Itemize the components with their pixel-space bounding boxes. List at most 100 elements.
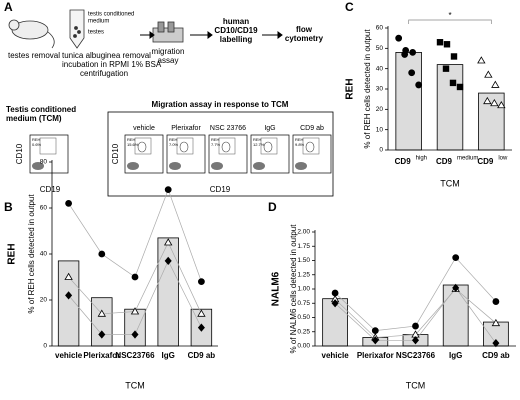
gate-label: REH bbox=[295, 137, 304, 142]
tube-label: testes bbox=[88, 30, 104, 36]
tube-icon bbox=[69, 9, 85, 49]
panel-label: B bbox=[4, 200, 13, 214]
x-axis-label: TCM bbox=[125, 380, 145, 390]
axis-label: CD10 bbox=[111, 143, 120, 164]
point bbox=[65, 291, 73, 300]
point bbox=[415, 81, 423, 89]
step-label: migration bbox=[152, 47, 185, 56]
y-tick-label: 1.50 bbox=[297, 257, 310, 264]
point bbox=[491, 318, 501, 327]
x-tick-label: NSC23766 bbox=[396, 351, 436, 360]
point bbox=[443, 41, 451, 48]
gate-value: 7.7% bbox=[211, 142, 221, 147]
plot-title: IgG bbox=[264, 125, 275, 132]
x-tick-label: Plerixafor bbox=[357, 351, 394, 360]
population bbox=[253, 162, 265, 170]
y-tick-label: 1.25 bbox=[297, 271, 310, 278]
donor-line bbox=[68, 188, 202, 282]
x-tick-superscript: medium bbox=[457, 156, 478, 162]
x-tick-label: IgG bbox=[162, 351, 175, 360]
point bbox=[412, 322, 419, 330]
gate-value: 0.6% bbox=[32, 142, 42, 147]
x-tick-label: vehicle bbox=[322, 351, 350, 360]
gate bbox=[134, 137, 152, 155]
gate-label: REH bbox=[32, 137, 41, 142]
mouse-icon bbox=[8, 19, 55, 49]
y-tick-label: 1.75 bbox=[297, 243, 310, 250]
step-label: labelling bbox=[220, 35, 253, 44]
x-axis-label: TCM bbox=[440, 178, 460, 188]
point bbox=[371, 327, 379, 335]
x-tick-label: Plerixafor bbox=[83, 351, 120, 360]
panel-label: A bbox=[4, 0, 13, 14]
gate-label: REH bbox=[169, 137, 178, 142]
point bbox=[442, 65, 450, 72]
point bbox=[449, 79, 457, 87]
x-tick-label: CD9 bbox=[436, 157, 453, 166]
point bbox=[197, 323, 205, 332]
gate bbox=[260, 137, 278, 155]
x-tick-label: IgG bbox=[449, 351, 462, 360]
x-tick-label: CD9 ab bbox=[188, 351, 216, 360]
plot-title: Plerixafor bbox=[171, 125, 201, 132]
gate-label: REH bbox=[253, 137, 262, 142]
x-tick-label: vehicle bbox=[55, 351, 83, 360]
y-tick-label: 0.00 bbox=[297, 343, 310, 350]
step-label: centrifugation bbox=[80, 69, 128, 78]
well-icon bbox=[152, 21, 184, 43]
arrow bbox=[140, 31, 283, 39]
step-label: cytometry bbox=[285, 34, 324, 43]
point bbox=[98, 330, 106, 339]
point bbox=[131, 330, 139, 339]
point bbox=[492, 298, 500, 305]
population bbox=[221, 141, 231, 153]
point bbox=[395, 34, 403, 42]
plot-title: vehicle bbox=[133, 125, 155, 132]
point bbox=[197, 309, 206, 317]
gate bbox=[176, 137, 194, 155]
point bbox=[371, 336, 379, 345]
bar bbox=[124, 308, 146, 347]
x-tick-label: CD9 bbox=[477, 157, 494, 166]
point bbox=[331, 299, 339, 308]
point bbox=[492, 339, 500, 348]
step-label: flow bbox=[296, 25, 313, 34]
point bbox=[65, 199, 72, 207]
plot-title: CD9 ab bbox=[300, 125, 324, 132]
population bbox=[295, 162, 307, 170]
significance-label: * bbox=[448, 11, 451, 20]
y-tick-label: 40 bbox=[40, 251, 48, 258]
y-tick-label: 30 bbox=[376, 86, 384, 93]
y-tick-label: 20 bbox=[376, 106, 384, 113]
y-tick-label: 0 bbox=[379, 147, 383, 154]
population bbox=[305, 141, 315, 153]
gate bbox=[39, 137, 57, 155]
y-tick-label: 2.00 bbox=[297, 229, 310, 236]
x-tick-label: CD9 bbox=[395, 157, 412, 166]
bar bbox=[157, 237, 179, 347]
y-tick-label: 0 bbox=[43, 343, 47, 350]
point bbox=[164, 256, 172, 266]
point bbox=[497, 100, 506, 109]
bar bbox=[442, 284, 469, 347]
point bbox=[452, 283, 460, 292]
step-label: CD10/CD19 bbox=[214, 26, 258, 35]
population bbox=[179, 141, 189, 153]
population bbox=[263, 141, 273, 153]
y-tick-label: 0.50 bbox=[297, 314, 310, 321]
tube-label: testis conditioned bbox=[88, 12, 134, 18]
y-tick-label: 0.75 bbox=[297, 300, 310, 307]
chart-title: REH bbox=[7, 243, 18, 264]
x-tick-superscript: low bbox=[498, 156, 508, 162]
chart-title: REH bbox=[345, 78, 356, 99]
panel-label: D bbox=[268, 200, 277, 214]
step-label: testes removal bbox=[8, 51, 60, 60]
bar bbox=[395, 52, 422, 151]
bar bbox=[91, 297, 113, 347]
point bbox=[97, 309, 106, 317]
point bbox=[164, 186, 172, 194]
point bbox=[456, 83, 464, 91]
migration-title: Migration assay in response to TCM bbox=[152, 100, 289, 109]
population bbox=[137, 141, 147, 153]
